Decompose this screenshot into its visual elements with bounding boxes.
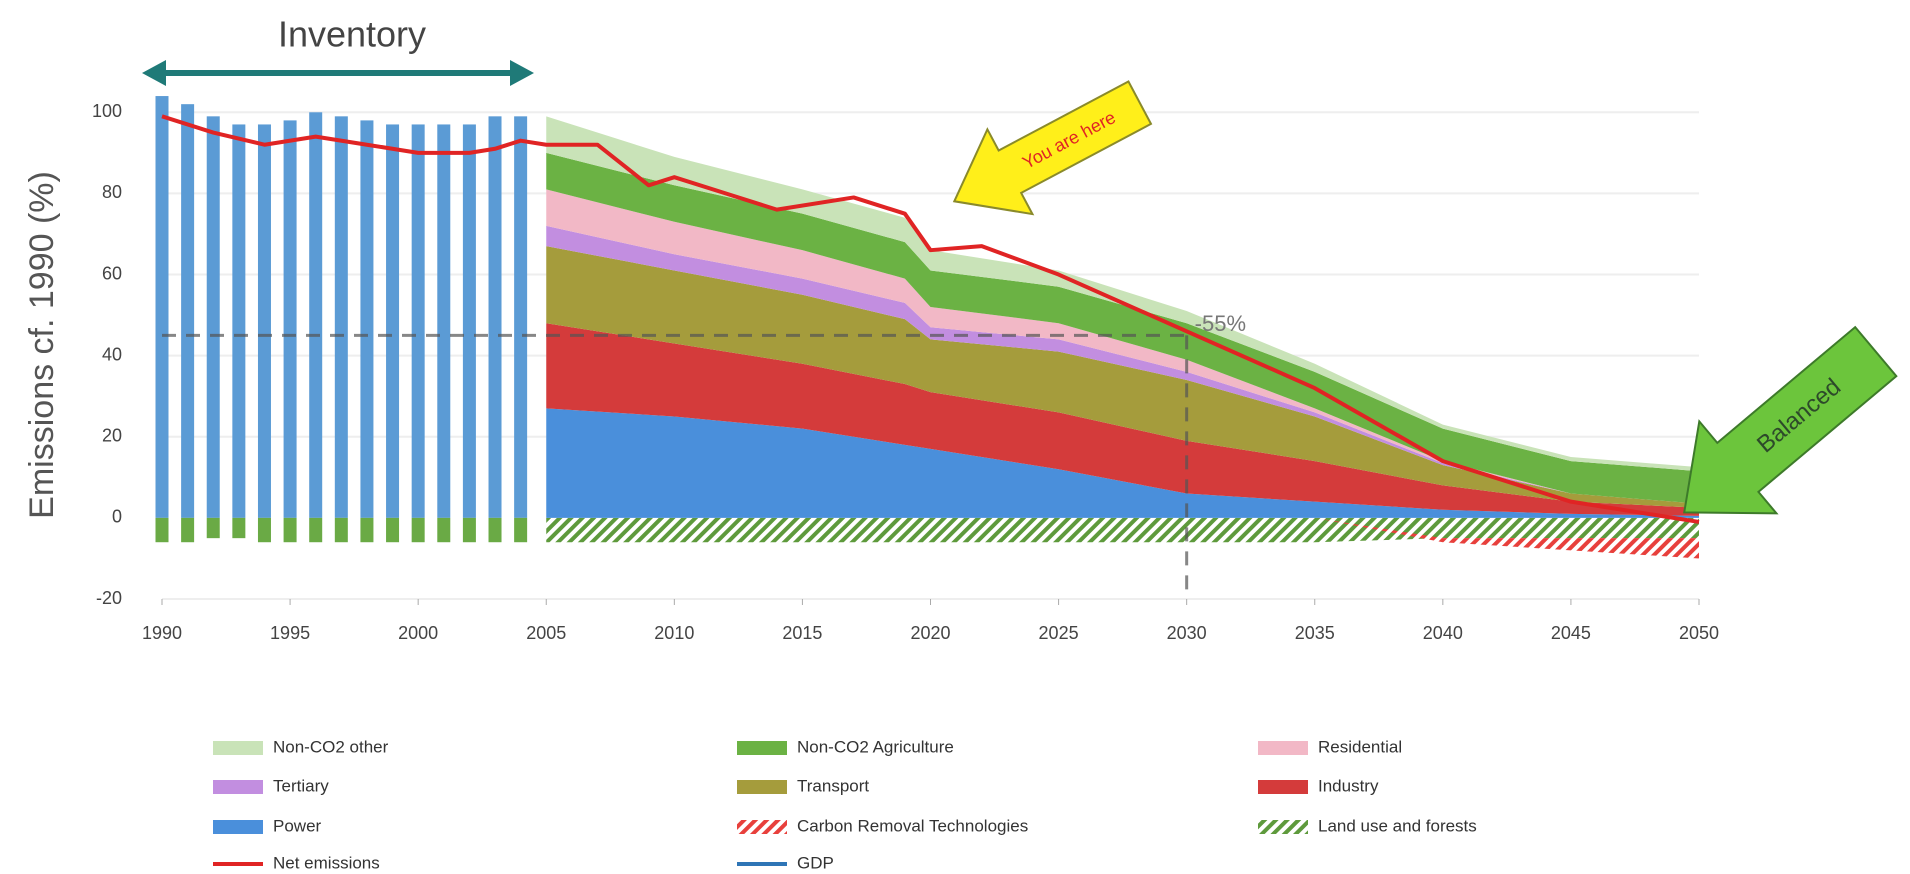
inventory-sink-bar	[232, 517, 246, 539]
legend-swatch	[213, 741, 263, 755]
legend-label: Residential	[1318, 737, 1402, 756]
x-tick-label: 2035	[1295, 623, 1335, 643]
inventory-sink-bar	[514, 517, 528, 543]
x-tick-label: 2040	[1423, 623, 1463, 643]
legend-label: Carbon Removal Technologies	[797, 816, 1028, 835]
y-tick-label: 60	[102, 263, 122, 283]
legend-label: Land use and forests	[1318, 816, 1477, 835]
inventory-bar	[411, 124, 425, 518]
legend-label: GDP	[797, 853, 834, 872]
area	[546, 189, 1699, 504]
area	[546, 408, 1699, 518]
inventory-bar	[181, 104, 195, 518]
area	[546, 152, 1699, 504]
legend-label: Non-CO2 Agriculture	[797, 737, 954, 756]
inventory-bar	[257, 124, 271, 518]
inventory-sink-bar	[360, 517, 374, 543]
legend-swatch	[1258, 820, 1308, 834]
inventory-sink-bar	[206, 517, 220, 539]
plot: -55%	[155, 96, 1700, 599]
legend-label: Power	[273, 816, 322, 835]
y-tick-label: 0	[112, 507, 122, 527]
legend-swatch	[213, 820, 263, 834]
inventory-sink-bar	[257, 517, 271, 543]
x-tick-label: 1995	[270, 623, 310, 643]
inventory-bar	[309, 112, 323, 518]
x-tick-label: 2005	[526, 623, 566, 643]
legend-swatch	[1258, 741, 1308, 755]
inventory-bar	[334, 116, 348, 518]
inventory-sink-bar	[386, 517, 400, 543]
x-tick-label: 2020	[910, 623, 950, 643]
area	[546, 517, 1699, 543]
legend-label: Transport	[797, 776, 869, 795]
x-tick-label: 2050	[1679, 623, 1719, 643]
inventory-bar	[514, 116, 528, 518]
x-tick-label: 2025	[1039, 623, 1079, 643]
inventory-sink-bar	[309, 517, 323, 543]
legend-label: Tertiary	[273, 776, 329, 795]
inventory-sink-bar	[283, 517, 297, 543]
y-tick-label: -20	[96, 588, 122, 608]
y-axis-label: Emissions cf. 1990 (%)	[23, 171, 61, 519]
x-tick-label: 2010	[654, 623, 694, 643]
x-tick-label: 2015	[782, 623, 822, 643]
legend-label: Non-CO2 other	[273, 737, 389, 756]
inventory-sink-bar	[462, 517, 476, 543]
y-tick-label: 40	[102, 344, 122, 364]
inventory-bar	[462, 124, 476, 518]
inventory-sink-bar	[488, 517, 502, 543]
legend-swatch	[1258, 780, 1308, 794]
inventory-sink-bar	[334, 517, 348, 543]
legend-label: Net emissions	[273, 853, 380, 872]
inventory-sink-bar	[155, 517, 169, 543]
inventory-label: Inventory	[278, 14, 426, 55]
inventory-sink-bar	[437, 517, 451, 543]
y-tick-label: 20	[102, 426, 122, 446]
inventory-sink-bar	[181, 517, 195, 543]
area	[546, 517, 1699, 559]
inventory-bar	[437, 124, 451, 518]
y-tick-label: 80	[102, 182, 122, 202]
legend-swatch	[737, 741, 787, 755]
area	[546, 246, 1699, 508]
y-tick-label: 100	[92, 101, 122, 121]
target-label: -55%	[1195, 311, 1246, 336]
legend-swatch	[213, 780, 263, 794]
inventory-bar	[488, 116, 502, 518]
x-tick-label: 2045	[1551, 623, 1591, 643]
line	[161, 114, 1700, 524]
area	[546, 323, 1699, 516]
area	[546, 116, 1699, 472]
legend-swatch	[737, 820, 787, 834]
inventory-bar	[360, 120, 374, 518]
x-tick-label: 2000	[398, 623, 438, 643]
x-tick-label: 2030	[1167, 623, 1207, 643]
inventory-sink-bar	[411, 517, 425, 543]
inventory-bar	[155, 96, 169, 518]
legend: Non-CO2 other Non-CO2 Agriculture Resident…	[213, 737, 1477, 872]
you-are-here-arrow: You are here	[952, 80, 1153, 216]
inventory-bar	[283, 120, 297, 518]
legend-label: Industry	[1318, 776, 1379, 795]
inventory-bar	[206, 116, 220, 518]
legend-swatch	[737, 780, 787, 794]
area	[546, 225, 1699, 504]
inventory-bar	[386, 124, 400, 518]
inventory-bar	[232, 124, 246, 518]
x-tick-label: 1990	[142, 623, 182, 643]
inventory-arrow	[142, 60, 534, 86]
